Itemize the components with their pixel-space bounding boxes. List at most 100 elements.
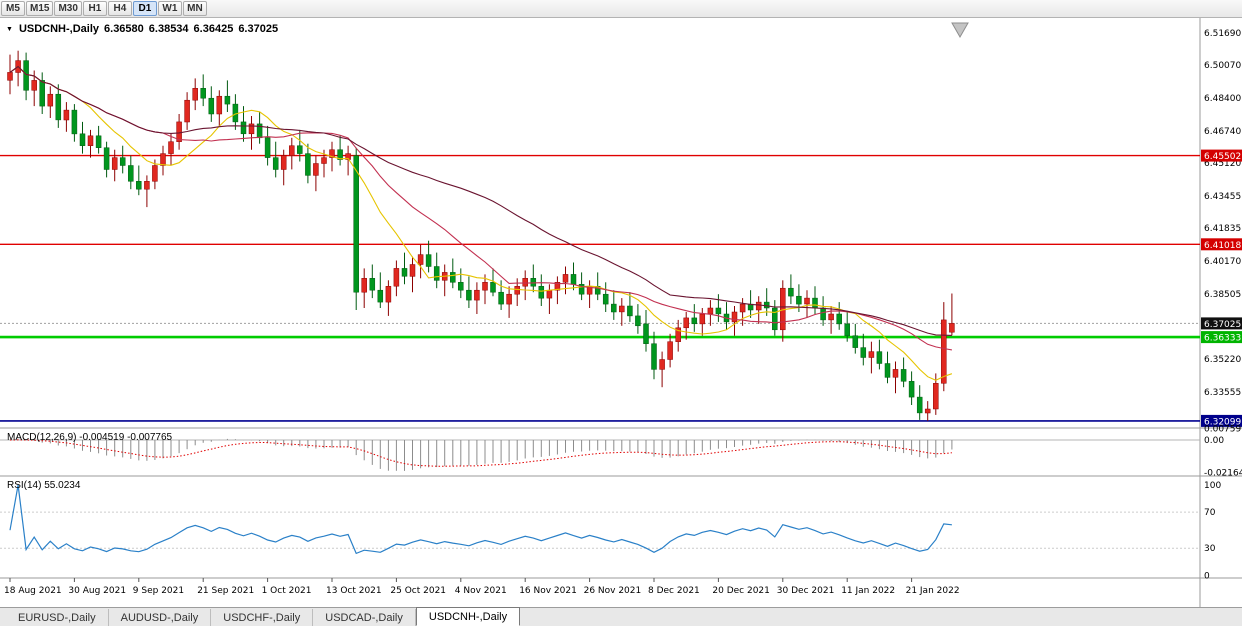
candle (474, 289, 480, 301)
candle (433, 266, 440, 281)
candle (458, 282, 464, 291)
svg-text:-0.02164: -0.02164 (1204, 469, 1242, 479)
candle (55, 93, 62, 121)
svg-text:11 Jan 2022: 11 Jan 2022 (841, 586, 895, 596)
candle (852, 335, 859, 348)
candle (87, 135, 94, 146)
candle (554, 282, 561, 291)
candle (611, 303, 617, 313)
candle (136, 181, 142, 190)
candle (844, 323, 850, 337)
candle (506, 293, 512, 305)
price-scale: 6.51690 6.50070 6.48400 6.46740 6.45120 6.434… (1201, 29, 1242, 581)
candle (289, 145, 295, 156)
svg-text:25 Oct 2021: 25 Oct 2021 (390, 586, 446, 596)
candle (482, 282, 488, 291)
svg-text:30 Aug 2021: 30 Aug 2021 (68, 586, 126, 596)
chart-canvas[interactable]: 6.51690 6.50070 6.48400 6.46740 6.45120 6.434… (0, 18, 1242, 607)
candle (128, 165, 134, 182)
svg-text:6.43455: 6.43455 (1204, 192, 1241, 202)
timeframe-m15-button[interactable]: M15 (26, 1, 54, 16)
candle (345, 153, 351, 160)
candle (546, 289, 553, 299)
svg-text:8 Dec 2021: 8 Dec 2021 (648, 586, 700, 596)
candle (47, 93, 54, 107)
candles-layer (7, 50, 955, 421)
candle (892, 369, 899, 378)
candle (651, 343, 657, 370)
candle (272, 157, 279, 170)
candle (828, 313, 834, 321)
candle (144, 181, 150, 190)
candle (337, 149, 343, 160)
candle (79, 133, 86, 146)
timeframe-d1-button[interactable]: D1 (132, 1, 157, 16)
candle (23, 60, 29, 91)
candle (7, 72, 13, 81)
timeframe-m30-button[interactable]: M30 (54, 1, 82, 16)
price-badge (1201, 317, 1242, 330)
candle (731, 311, 738, 323)
candle (417, 254, 424, 265)
tab-usdcad-daily[interactable]: USDCAD-,Daily (313, 609, 416, 626)
candle (941, 319, 947, 384)
candle (715, 307, 722, 315)
candle (111, 157, 118, 170)
candle (602, 293, 609, 305)
candle (192, 88, 198, 101)
candle (63, 109, 70, 121)
candle (868, 351, 875, 358)
timeframe-w1-button[interactable]: W1 (157, 1, 182, 16)
candle (103, 147, 110, 170)
candle (232, 103, 239, 123)
pane-separators (0, 18, 1242, 607)
candle (619, 305, 625, 313)
candle (924, 408, 931, 414)
svg-text:6.46740: 6.46740 (1204, 127, 1241, 137)
chart-dropdown-icon[interactable]: ▼ (6, 25, 13, 33)
candle (804, 297, 810, 305)
tab-usdcnh-daily[interactable]: USDCNH-,Daily (415, 607, 521, 626)
svg-text:21 Jan 2022: 21 Jan 2022 (906, 586, 960, 596)
candle (820, 307, 826, 321)
price-badge (1201, 414, 1242, 427)
candle (683, 317, 689, 329)
price-badge (1201, 149, 1242, 162)
candle (184, 99, 190, 123)
svg-text:9 Sep 2021: 9 Sep 2021 (133, 586, 184, 596)
candle (796, 295, 802, 305)
candle (772, 307, 778, 331)
candle (949, 323, 955, 333)
tab-audusd-daily[interactable]: AUDUSD-,Daily (109, 609, 212, 626)
candle (562, 274, 569, 283)
candle (627, 305, 633, 317)
candle (119, 157, 126, 166)
svg-text:6.50070: 6.50070 (1204, 61, 1241, 71)
candle (200, 88, 206, 99)
candle (538, 286, 545, 299)
svg-text:6.45120: 6.45120 (1204, 159, 1241, 169)
candle (908, 381, 915, 398)
candle (860, 347, 867, 358)
timeframe-m5-button[interactable]: M5 (1, 1, 25, 16)
timeframe-h1-button[interactable]: H1 (82, 1, 107, 16)
svg-text:26 Nov 2021: 26 Nov 2021 (584, 586, 642, 596)
candle (160, 153, 166, 166)
candle (216, 95, 223, 115)
svg-text:6.38505: 6.38505 (1204, 290, 1241, 300)
timeframe-h4-button[interactable]: H4 (107, 1, 132, 16)
svg-text:0.00: 0.00 (1204, 436, 1224, 446)
candle (755, 301, 762, 311)
tab-eurusd-daily[interactable]: EURUSD-,Daily (6, 609, 109, 626)
tab-usdchf-daily[interactable]: USDCHF-,Daily (211, 609, 314, 626)
moving-average-layer (9, 65, 953, 381)
candle (450, 272, 456, 283)
timeframe-mn-button[interactable]: MN (182, 1, 207, 16)
svg-text:6.51690: 6.51690 (1204, 29, 1241, 39)
candle (498, 291, 504, 305)
candle (313, 163, 319, 176)
svg-text:13 Oct 2021: 13 Oct 2021 (326, 586, 382, 596)
candle (916, 396, 923, 414)
svg-text:70: 70 (1204, 508, 1216, 518)
